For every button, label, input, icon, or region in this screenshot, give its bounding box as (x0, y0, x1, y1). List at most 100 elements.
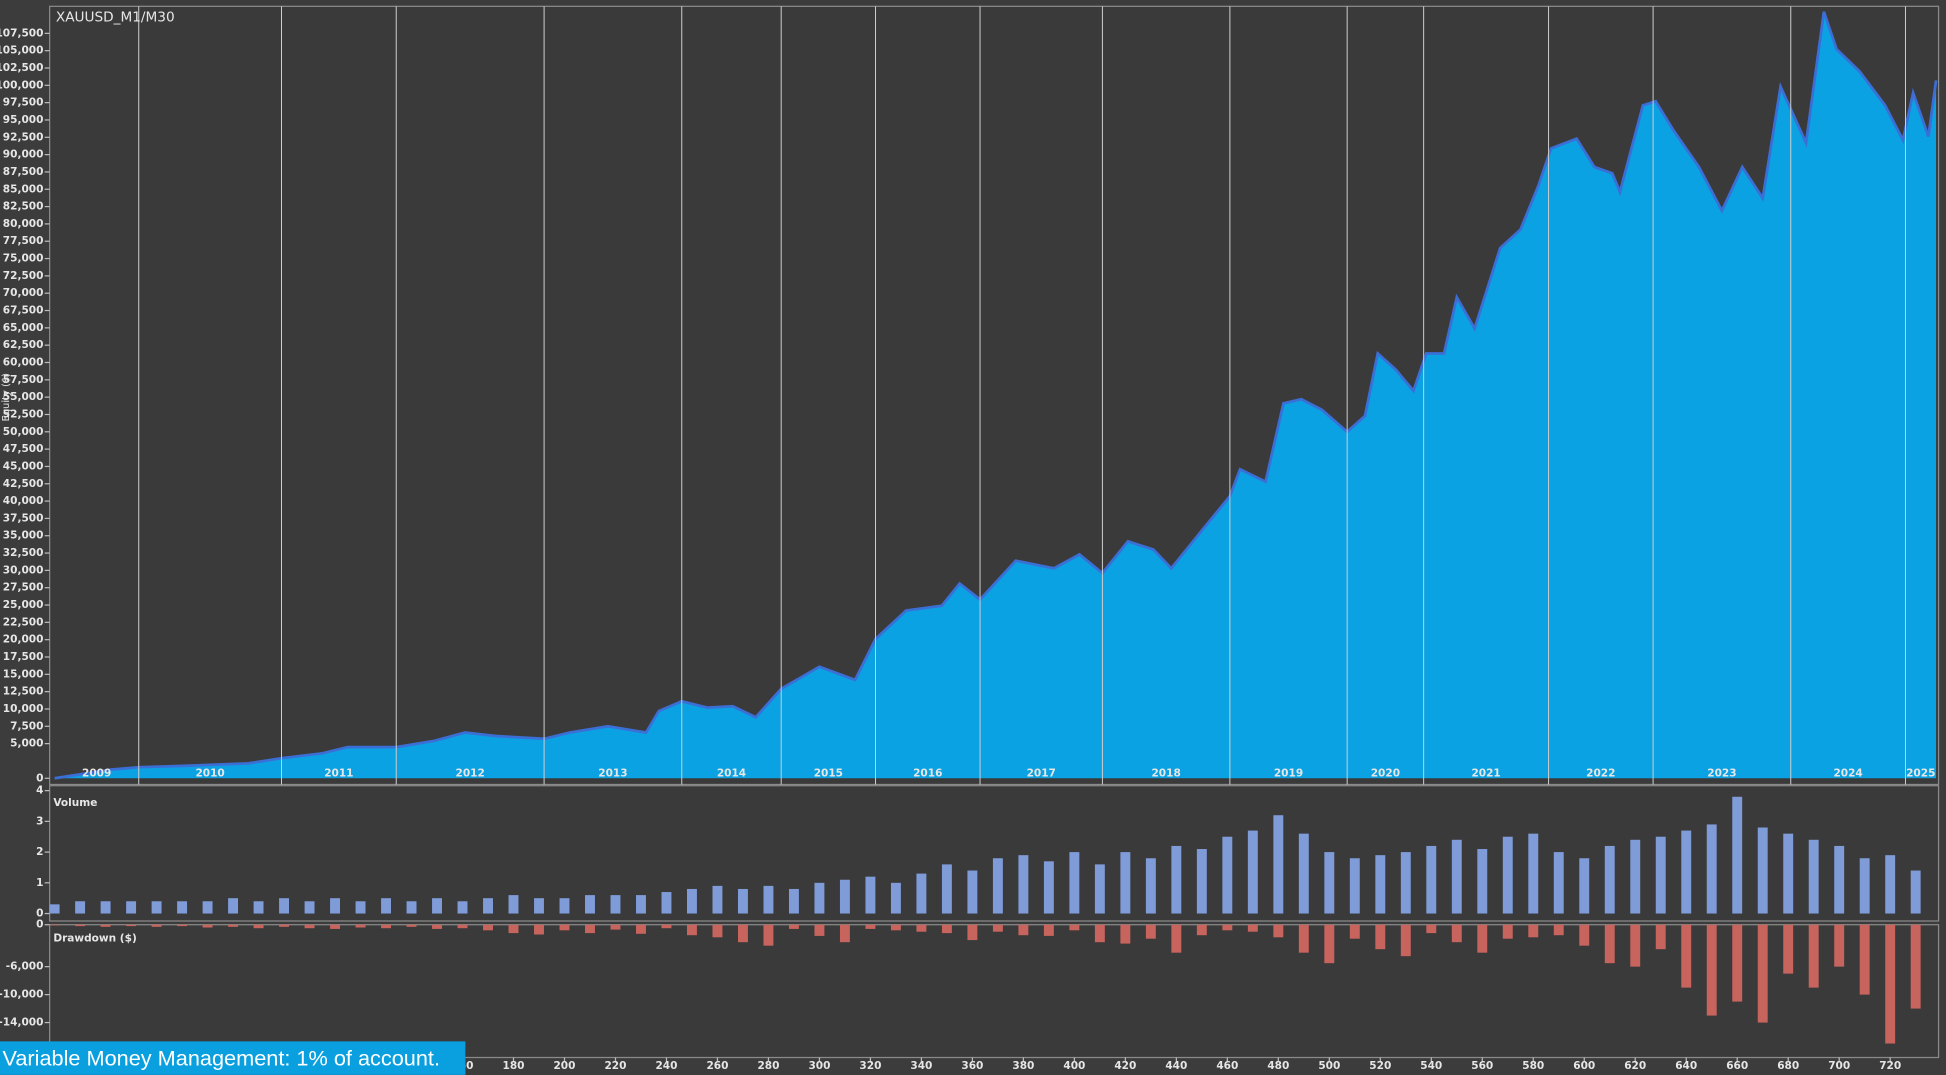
x-tick-label: 540 (1420, 1060, 1442, 1072)
bar (1885, 924, 1896, 1044)
y-tick-label: 20,000 (3, 634, 44, 646)
bar (1145, 924, 1156, 939)
bar (534, 898, 544, 914)
bar (432, 898, 442, 914)
bar (49, 904, 60, 914)
bar (1222, 924, 1233, 931)
bar (1324, 852, 1335, 914)
bar (839, 924, 850, 943)
bar (1706, 924, 1717, 1016)
bar (712, 924, 723, 938)
year-label: 2009 (82, 767, 111, 779)
bar (1375, 924, 1386, 950)
year-label: 2012 (456, 767, 485, 779)
equity-line (54, 11, 1938, 780)
bar (177, 924, 188, 927)
x-tick-label: 200 (553, 1060, 575, 1072)
bar (1426, 924, 1437, 934)
y-tick-label: 82,500 (3, 201, 44, 213)
y-tick-label: 15,000 (3, 668, 44, 680)
bar (1732, 796, 1743, 914)
bar (1910, 924, 1921, 1009)
x-tick-label: 420 (1114, 1060, 1136, 1072)
bar (890, 924, 901, 931)
bar (1451, 839, 1462, 914)
y-tick-label: 97,500 (3, 97, 44, 109)
bar (788, 924, 799, 929)
y-tick-label: -14,000 (0, 1017, 43, 1029)
bar (1757, 924, 1768, 1023)
bar (559, 924, 570, 931)
bar (1298, 924, 1309, 953)
bar (126, 901, 137, 914)
bar (75, 924, 86, 927)
bar (916, 873, 927, 914)
bar (1094, 924, 1105, 943)
year-label: 2017 (1027, 767, 1056, 779)
y-tick-label: 87,500 (3, 166, 44, 178)
y-tick-label: 67,500 (3, 305, 44, 317)
bar (1502, 924, 1513, 939)
bar (661, 924, 672, 929)
banner-text: Variable Money Management: 1% of account… (2, 1046, 440, 1071)
y-tick-label: 85,000 (3, 183, 44, 195)
y-tick-label: 22,500 (3, 616, 44, 628)
bar (1018, 924, 1029, 936)
bar (610, 895, 621, 914)
y-tick-label: 42,500 (3, 478, 44, 490)
bar (483, 898, 493, 914)
bar (763, 885, 774, 914)
y-tick-label: 70,000 (3, 287, 44, 299)
y-tick-label: 55,000 (3, 391, 44, 403)
bar (228, 924, 239, 927)
bar (381, 924, 391, 929)
y-tick-label: 25,000 (3, 599, 44, 611)
bar (1655, 836, 1666, 914)
x-tick-label: 220 (604, 1060, 626, 1072)
bar (355, 924, 366, 928)
bar (763, 924, 774, 946)
bar (1834, 924, 1845, 967)
y-tick-label: 102,500 (0, 62, 43, 74)
y-tick-label: 75,000 (3, 253, 44, 265)
y-tick-label: 50,000 (3, 426, 44, 438)
bar (1783, 924, 1794, 974)
y-tick-label: -6,000 (6, 961, 44, 973)
bar (279, 898, 290, 914)
bar (1477, 849, 1488, 914)
bar (1426, 845, 1437, 914)
year-label: 2020 (1371, 767, 1400, 779)
bar (457, 924, 468, 929)
bar (330, 898, 341, 914)
y-tick-label: -10,000 (0, 989, 43, 1001)
x-tick-label: 240 (655, 1060, 677, 1072)
bar (483, 924, 493, 931)
bar (1400, 852, 1411, 914)
bar (1681, 830, 1692, 914)
y-tick-label: 32,500 (3, 547, 44, 559)
year-label: 2015 (814, 767, 843, 779)
bar (1477, 924, 1488, 953)
bar (941, 864, 952, 914)
drawdown-frame (49, 924, 1940, 1059)
bar (1375, 855, 1386, 914)
bar (967, 924, 978, 941)
bar (1604, 845, 1615, 914)
x-tick-label: 440 (1165, 1060, 1187, 1072)
bar (1655, 924, 1666, 950)
year-label: 2016 (913, 767, 942, 779)
bar (1120, 924, 1131, 944)
bar (1298, 833, 1309, 914)
x-tick-label: 340 (910, 1060, 932, 1072)
bar (865, 876, 876, 914)
bar (100, 924, 111, 927)
x-tick-label: 300 (808, 1060, 830, 1072)
y-tick-label: 57,500 (3, 374, 44, 386)
bar (1171, 845, 1182, 914)
x-tick-label: 280 (757, 1060, 779, 1072)
bar (508, 924, 519, 934)
bar (1681, 924, 1692, 988)
bar (1528, 924, 1539, 938)
bar (202, 924, 213, 928)
